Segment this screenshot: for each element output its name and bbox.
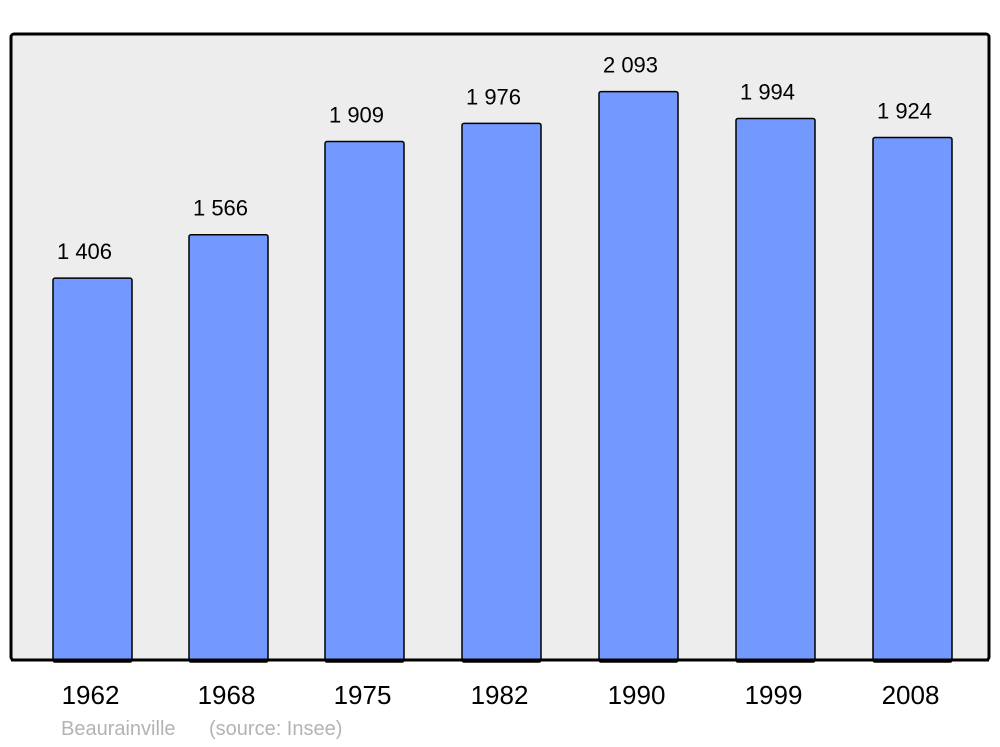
- value-label-1982: 1 976: [466, 84, 521, 109]
- x-tick-label-1982: 1982: [471, 680, 529, 710]
- x-tick-label-1962: 1962: [62, 680, 120, 710]
- bar-1990: [598, 90, 679, 663]
- x-tick-label-1968: 1968: [198, 680, 256, 710]
- source-note: (source: Insee): [209, 718, 343, 740]
- bar-1982: [461, 122, 542, 663]
- bar-1962: [52, 277, 133, 663]
- bar-1968: [188, 233, 269, 663]
- value-label-1968: 1 566: [193, 196, 248, 221]
- value-label-1975: 1 909: [329, 103, 384, 128]
- x-tick-label-1999: 1999: [745, 680, 803, 710]
- x-tick-label-1990: 1990: [608, 680, 666, 710]
- bar-2008: [872, 136, 953, 663]
- value-label-2008: 1 924: [877, 98, 932, 123]
- bar-1975: [324, 140, 405, 663]
- value-label-1990: 2 093: [603, 53, 658, 78]
- place-name: Beaurainville: [61, 718, 176, 740]
- x-tick-label-1975: 1975: [334, 680, 392, 710]
- value-label-1999: 1 994: [740, 79, 795, 104]
- bar-1999: [735, 117, 816, 663]
- value-label-1962: 1 406: [57, 239, 112, 264]
- x-tick-label-2008: 2008: [882, 680, 940, 710]
